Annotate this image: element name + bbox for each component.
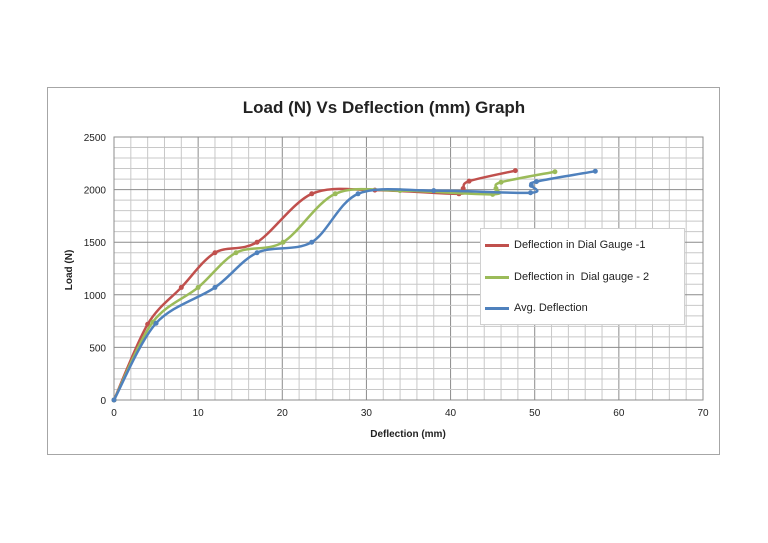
data-point [153,320,159,326]
data-point [332,191,338,197]
data-point [254,250,260,256]
data-point [512,168,518,174]
data-point [460,186,466,192]
data-point [280,239,286,245]
legend-label: Deflection in Dial gauge - 2 [514,271,650,283]
legend-item-gauge-1: Deflection in Dial Gauge -1 [485,239,645,251]
x-tick-label: 0 [111,408,117,419]
data-point [498,179,504,185]
data-point [592,168,598,174]
data-point [552,169,558,175]
y-tick-label: 2500 [84,133,107,144]
y-tick-label: 2000 [84,186,107,197]
x-tick-label: 50 [529,408,541,419]
data-point [528,182,534,188]
legend-label: Deflection in Dial Gauge -1 [514,239,646,251]
y-tick-label: 1000 [84,291,107,302]
data-point [431,188,437,194]
series-line-1 [112,169,516,401]
legend-swatch [485,243,509,247]
x-tick-label: 20 [277,408,289,419]
data-point [309,239,315,245]
y-axis-label: Load (N) [64,250,75,291]
data-point [111,397,117,403]
data-point [195,284,201,290]
y-tick-label: 500 [89,343,106,354]
data-point [466,178,472,184]
data-point [212,284,218,290]
chart-title: Load (N) Vs Deflection (mm) Graph [242,98,526,117]
legend-swatch [485,306,509,310]
x-tick-label: 10 [193,408,205,419]
legend: Deflection in Dial Gauge -1 Deflection i… [480,228,685,325]
data-point [355,191,361,197]
legend-item-avg: Avg. Deflection [485,302,588,314]
y-tick-label: 0 [100,396,106,407]
legend-swatch [485,275,509,279]
data-point [178,284,184,290]
plot-area-border [113,136,704,401]
data-point [254,239,260,245]
x-tick-label: 60 [613,408,625,419]
data-point [212,250,218,256]
data-point [309,191,315,197]
data-point [233,250,239,256]
x-axis-label: Deflection (mm) [370,429,446,440]
data-point [493,186,499,192]
x-tick-label: 30 [361,408,373,419]
x-tick-label: 40 [445,408,457,419]
x-tick-label: 70 [697,408,709,419]
legend-label: Avg. Deflection [514,302,588,314]
data-point [528,190,534,196]
data-point [533,179,539,185]
y-tick-label: 1500 [84,238,107,249]
legend-item-gauge-2: Deflection in Dial gauge - 2 [485,271,649,283]
